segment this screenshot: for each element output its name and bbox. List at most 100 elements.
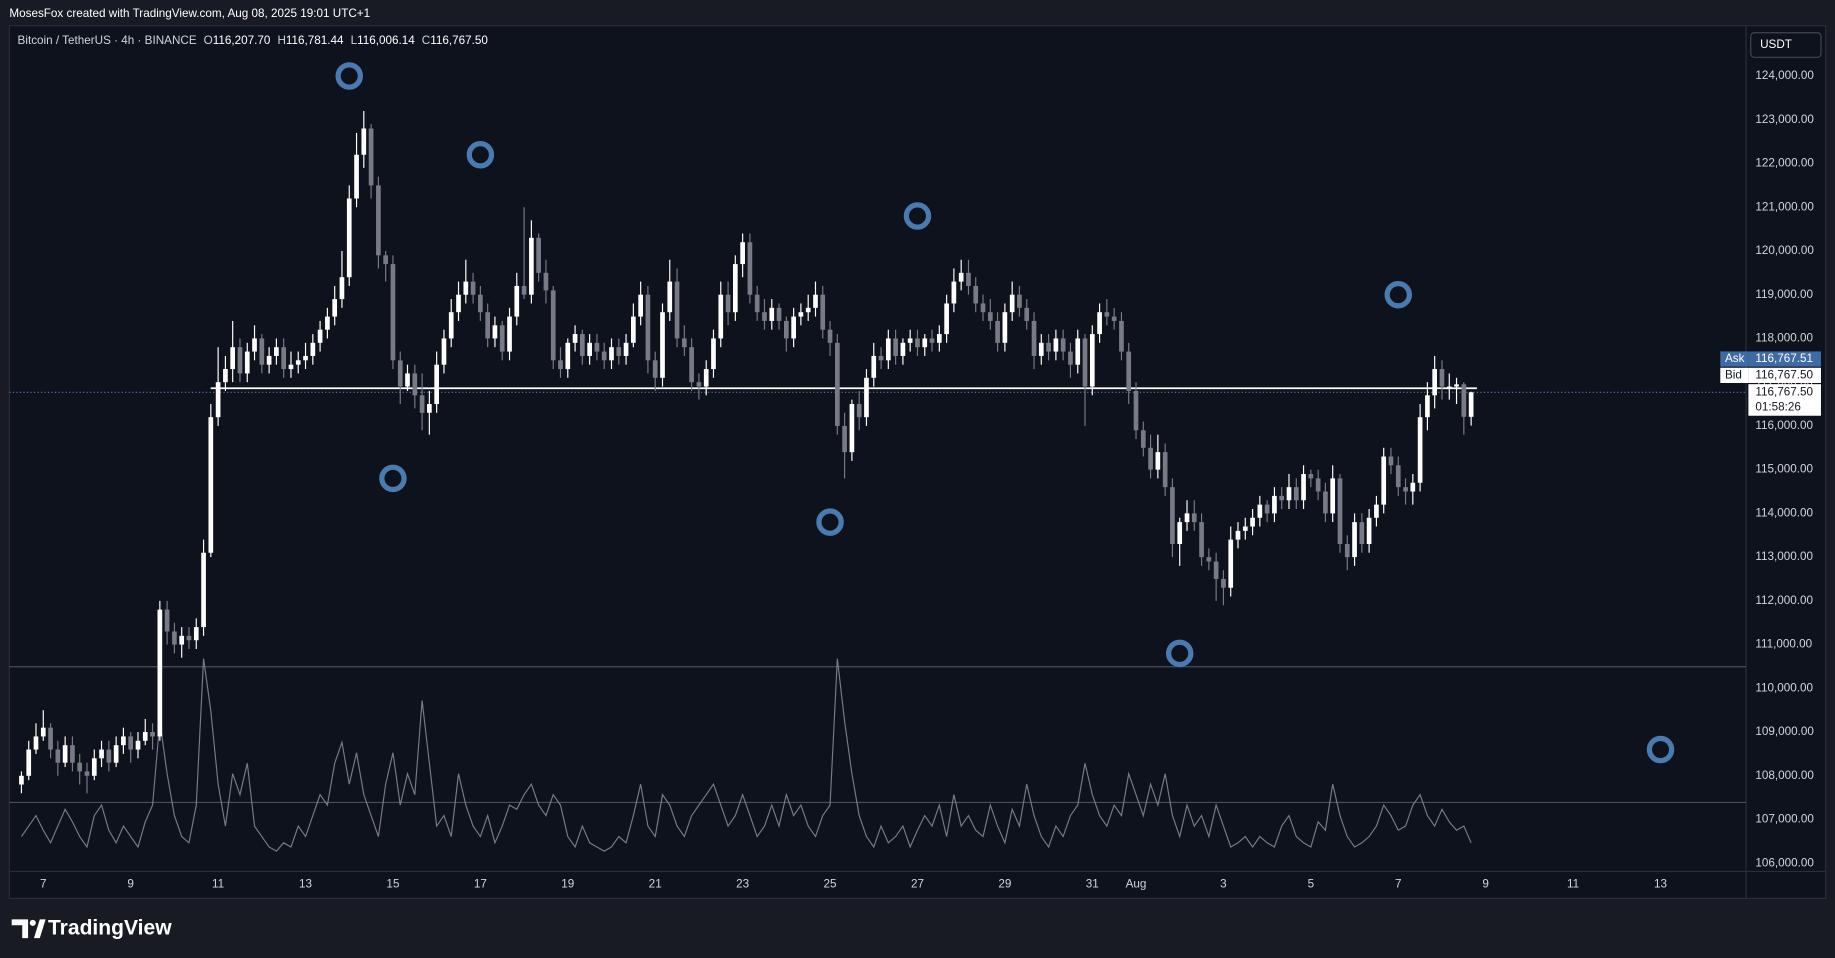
candle-body (135, 740, 141, 750)
y-tick-label: 111,000.00 (1755, 638, 1812, 651)
candle-body (1031, 320, 1037, 356)
candle-body (660, 312, 665, 378)
candle-body (193, 627, 199, 641)
candle-body (354, 154, 359, 199)
ohlc-key: C (422, 34, 430, 47)
x-tick-label: Aug (1126, 877, 1147, 890)
candle-body (113, 745, 119, 763)
candle-body (813, 294, 818, 308)
ohlc-key: H (277, 34, 285, 47)
candle-body (1089, 334, 1095, 387)
candle-body (514, 285, 520, 317)
candle-body (164, 609, 170, 632)
candle-body (1468, 392, 1474, 417)
candle-body (252, 338, 257, 352)
candle-body (623, 342, 629, 356)
candle-body (995, 320, 1000, 343)
candle-body (820, 294, 826, 330)
candle-body (1038, 342, 1044, 356)
candle-body (572, 334, 578, 343)
ask-name-box (1720, 351, 1749, 367)
candle-body (1046, 342, 1051, 352)
candle-body (1184, 513, 1190, 523)
candle-body (1111, 316, 1117, 321)
candle-body (1454, 384, 1459, 387)
x-tick-label: 21 (649, 877, 662, 890)
candle-body (99, 749, 104, 759)
candle-body (26, 749, 32, 776)
x-tick-label: 31 (1086, 877, 1099, 890)
ohlc-value: 116,781.44 (286, 34, 344, 47)
candle-body (521, 285, 527, 295)
candle-body (1425, 395, 1430, 418)
candle-body (55, 749, 61, 763)
x-tick-label: 25 (824, 877, 838, 890)
candle-body (1417, 417, 1423, 483)
candle-body (1199, 522, 1204, 558)
x-tick-label: 7 (1395, 877, 1402, 890)
candle-body (128, 736, 134, 750)
candle-body (325, 316, 330, 330)
candle-body (1403, 487, 1408, 492)
candle-body (106, 749, 112, 763)
candle-body (1279, 495, 1285, 501)
candle-body (550, 290, 556, 361)
candle-body (856, 404, 862, 418)
candle-body (711, 338, 716, 370)
candle-body (1140, 430, 1146, 448)
candle-body (230, 347, 236, 370)
candle-body (157, 609, 163, 737)
candle-body (478, 294, 483, 313)
brand: TradingView (48, 916, 172, 939)
candle-body (397, 360, 403, 387)
candle-body (223, 369, 228, 383)
logo-shape (11, 919, 29, 939)
candle-body (543, 272, 549, 291)
candle-body (215, 382, 221, 418)
y-tick-label: 108,000.00 (1755, 769, 1814, 782)
candle-body (1097, 312, 1102, 335)
candle-body (274, 347, 279, 356)
candle-body (1323, 491, 1328, 514)
ask-box (1748, 351, 1821, 367)
ohlc-key: L (351, 34, 358, 47)
bid-box (1748, 367, 1821, 383)
candle-body (732, 264, 738, 313)
candle-body (40, 727, 46, 737)
candle-body (62, 745, 68, 763)
plot (9, 62, 1747, 852)
candle-body (689, 347, 694, 383)
marker (466, 141, 495, 169)
marker (816, 508, 844, 536)
marker (1165, 639, 1194, 668)
candle-body (208, 417, 214, 553)
marker (903, 202, 932, 230)
x-tick-label: 13 (299, 877, 312, 890)
candle-body (70, 745, 75, 763)
candle-body (1381, 456, 1387, 505)
candle-body (121, 736, 126, 746)
candle-body (405, 373, 410, 387)
candle-body (281, 347, 287, 370)
candle-body (1242, 526, 1248, 531)
symbol-legend: Bitcoin / TetherUS · 4h · BINANCE O116,20… (18, 34, 489, 47)
candle-body (390, 264, 396, 361)
currency-button[interactable] (1750, 32, 1822, 58)
candle-body (936, 334, 942, 343)
candle-body (1308, 474, 1314, 479)
candle-body (201, 552, 206, 628)
candle-body (1395, 465, 1401, 488)
candle-body (849, 404, 855, 453)
candle-body (1337, 478, 1343, 544)
candle-body (499, 325, 505, 352)
candle-body (179, 635, 185, 645)
candle-body (463, 281, 469, 295)
candle-body (871, 355, 877, 378)
candle-body (1388, 456, 1394, 466)
x-tick-label: 5 (1308, 877, 1315, 890)
ohlc-key: O (204, 34, 213, 47)
ask-label: 116,767.51 (1755, 352, 1813, 365)
ohlc-value: 116,767.50 (430, 34, 488, 47)
candle-body (492, 325, 498, 339)
